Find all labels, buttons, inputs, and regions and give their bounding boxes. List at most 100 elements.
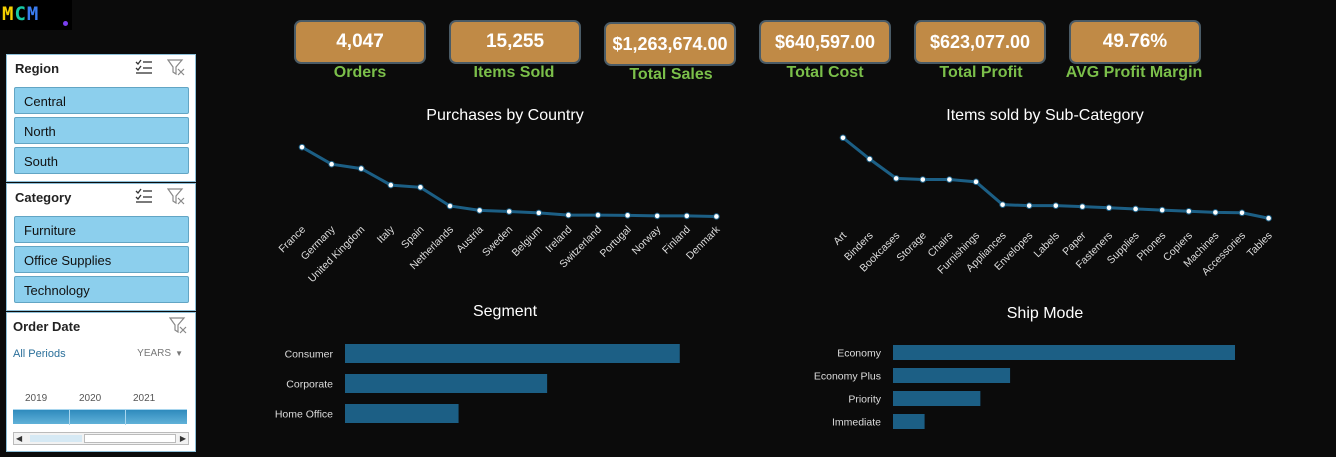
timeline-divider (69, 410, 70, 425)
series-line (301, 145, 717, 218)
slicer-title: Region (15, 61, 60, 76)
data-point (298, 143, 306, 151)
timeline-range-bar[interactable] (13, 409, 187, 425)
category-label: Consumer (285, 349, 334, 361)
data-point (972, 178, 980, 186)
slicer-item-office-supplies[interactable]: Office Supplies (14, 246, 189, 273)
category-label: Immediate (832, 417, 881, 429)
data-point (1212, 209, 1219, 216)
data-point (1025, 202, 1033, 209)
timeline-year-2019: 2019 (25, 393, 48, 404)
data-point (1079, 203, 1086, 210)
data-point (565, 211, 572, 219)
data-point (713, 213, 720, 220)
data-point (1105, 204, 1113, 212)
kpi-total-profit-card: $623,077.00 (914, 20, 1046, 64)
slicer-item-south[interactable]: South (14, 147, 189, 174)
data-point (446, 202, 454, 210)
data-point (594, 211, 602, 219)
kpi-items-sold-label: Items Sold (473, 64, 555, 81)
x-tick-label: Spain (399, 224, 427, 252)
kpi-total-sales-card: $1,263,674.00 (604, 22, 736, 66)
clear-filter-icon[interactable] (167, 59, 185, 76)
x-tick-label: Sweden (480, 224, 515, 259)
data-point (328, 160, 335, 168)
category-slicer: Category Furniture Office Supplies Techn… (6, 183, 196, 311)
slicer-item-north[interactable]: North (14, 117, 189, 144)
data-point (1132, 205, 1139, 213)
data-point (999, 201, 1006, 208)
x-tick-label: Portugal (598, 224, 634, 260)
data-point (505, 208, 513, 215)
multi-select-icon[interactable] (135, 188, 153, 205)
bar (345, 344, 680, 363)
scroll-track (30, 435, 82, 442)
data-point (1265, 214, 1272, 222)
clear-filter-icon[interactable] (167, 188, 185, 205)
data-point (535, 209, 543, 217)
bar (893, 414, 925, 429)
data-point (417, 184, 424, 191)
kpi-total-cost-label: Total Cost (786, 64, 864, 81)
category-label: Economy (837, 348, 882, 360)
chart-title-ship-mode: Ship Mode (1006, 305, 1084, 322)
category-label: Economy Plus (814, 371, 881, 383)
clear-filter-icon[interactable] (169, 317, 187, 334)
slicer-item-central[interactable]: Central (14, 87, 189, 114)
bar (893, 368, 1011, 383)
category-label: Home Office (275, 409, 333, 421)
data-point (357, 165, 365, 172)
timeline-scrollbar[interactable]: ◀ ▶ (13, 432, 189, 445)
kpi-orders-card: 4,047 (294, 20, 426, 64)
timeline-divider (125, 410, 126, 425)
x-tick-label: Norway (630, 223, 664, 257)
x-tick-label: Tables (1245, 230, 1275, 260)
region-slicer: Region Central North South (6, 54, 196, 182)
kpi-total-cost-card: $640,597.00 (759, 20, 891, 64)
scroll-left-icon[interactable]: ◀ (16, 434, 23, 443)
bar (893, 345, 1235, 360)
slicer-item-technology[interactable]: Technology (14, 276, 189, 303)
logo-dot (63, 21, 68, 26)
multi-select-icon[interactable] (135, 59, 153, 76)
scroll-right-icon[interactable]: ▶ (179, 434, 186, 443)
data-point (919, 176, 927, 183)
mcm-logo: MCM (0, 0, 72, 30)
timeline-title: Order Date (13, 319, 81, 334)
category-label: Corporate (286, 379, 333, 391)
scroll-thumb[interactable] (84, 434, 176, 443)
kpi-profit-margin-card: 49.76% (1069, 20, 1201, 64)
data-point (683, 212, 691, 220)
data-point (476, 207, 483, 214)
data-point (1052, 202, 1060, 209)
timeline-level-dropdown[interactable]: YEARS ▼ (137, 348, 183, 359)
slicer-header: Region (7, 55, 195, 81)
x-tick-label: Labels (1032, 230, 1062, 260)
timeline-year-2020: 2020 (79, 393, 102, 404)
slicer-header: Category (7, 184, 195, 210)
data-point (1238, 209, 1246, 217)
kpi-orders-label: Orders (333, 64, 387, 81)
order-date-timeline: Order Date All Periods YEARS ▼ 2019 2020 … (6, 312, 196, 452)
x-tick-label: Storage (894, 230, 929, 265)
x-tick-label: Art (831, 230, 849, 248)
bar (893, 391, 981, 406)
data-point (653, 212, 661, 220)
chart-title-country: Purchases by Country (426, 107, 584, 124)
data-point (892, 175, 900, 182)
timeline-header: Order Date (7, 313, 195, 339)
data-point (1185, 207, 1193, 215)
data-point (1158, 206, 1166, 214)
slicer-item-furniture[interactable]: Furniture (14, 216, 189, 243)
category-label: Priority (848, 394, 881, 406)
data-point (866, 155, 873, 163)
bar (345, 404, 459, 423)
bar (345, 374, 548, 393)
kpi-total-profit-label: Total Profit (939, 64, 1023, 81)
slicer-title: Category (15, 190, 72, 205)
chart-title-segment: Segment (472, 303, 538, 320)
timeline-selection-label: All Periods (13, 348, 66, 360)
kpi-items-sold-card: 15,255 (449, 20, 581, 64)
kpi-profit-margin-label: AVG Profit Margin (1065, 64, 1203, 81)
